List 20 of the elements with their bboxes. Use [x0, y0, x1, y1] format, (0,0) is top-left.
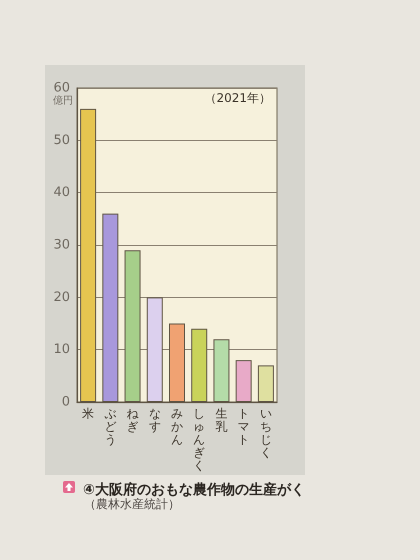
x-tick-label: しゅんぎく: [193, 406, 206, 472]
x-tick-label: いちじく: [260, 406, 272, 460]
y-tick-label: 50: [53, 132, 70, 148]
x-tick-label: 米: [82, 406, 94, 420]
x-tick-label: 生乳: [215, 406, 228, 434]
x-tick-label: みかん: [171, 406, 183, 446]
x-tick-label: ねぎ: [126, 406, 140, 434]
y-tick-label: 20: [53, 290, 70, 305]
y-axis-title: 億円: [53, 94, 73, 106]
y-tick-label: 10: [53, 342, 70, 358]
y-tick-label: 0: [62, 394, 70, 410]
x-tick-label: なす: [148, 406, 161, 434]
y-tick-label: 60: [53, 80, 70, 96]
annotation: （2021年）: [204, 91, 272, 105]
text: （農林水産統計）: [84, 497, 180, 511]
y-tick-label: 40: [53, 185, 70, 200]
x-tick-label: トマト: [238, 406, 250, 446]
text: ④大阪府のおもな農作物の生産がく: [83, 481, 305, 498]
x-tick-label: ぶどう: [104, 406, 116, 446]
y-tick-label: 30: [53, 238, 70, 252]
